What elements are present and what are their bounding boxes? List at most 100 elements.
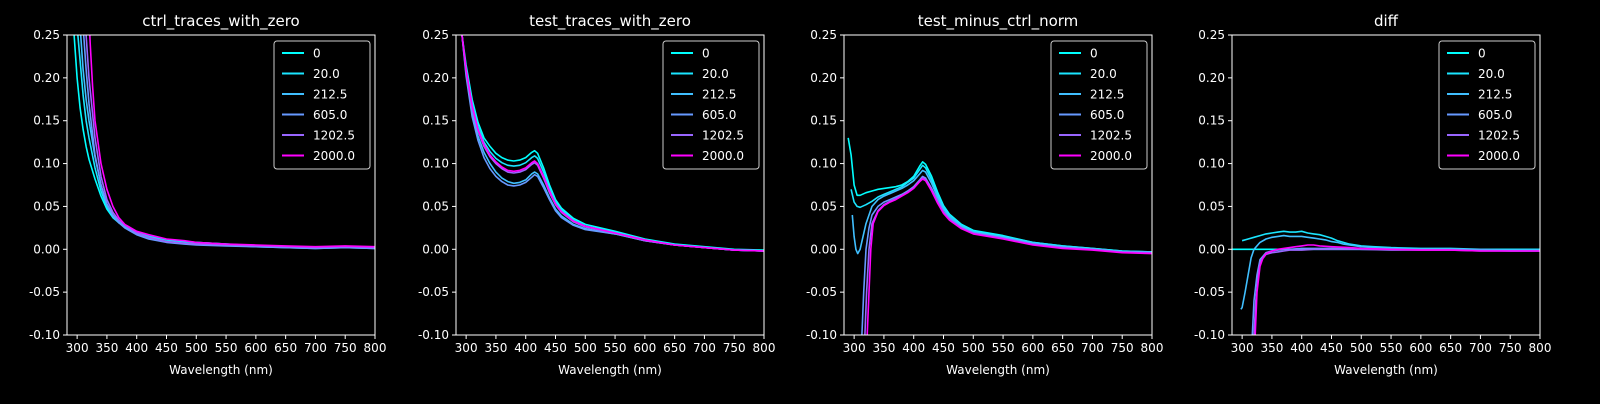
x-axis-label: Wavelength (nm) [1334, 363, 1438, 377]
x-tick-label: 750 [723, 341, 746, 355]
x-tick-label: 550 [992, 341, 1015, 355]
legend-label: 2000.0 [1478, 149, 1520, 163]
series-line-1202.5 [1253, 248, 1540, 335]
x-tick-label: 450 [155, 341, 178, 355]
x-tick-label: 800 [1141, 341, 1164, 355]
x-axis-label: Wavelength (nm) [558, 363, 662, 377]
legend: 0 20.0 212.5 605.0 1202.5 2000.0 [662, 40, 760, 170]
y-tick-label: -0.10 [29, 328, 60, 342]
legend-label: 212.5 [1090, 88, 1124, 102]
y-tick-label: -0.05 [1194, 285, 1225, 299]
y-tick-label: 0.05 [33, 199, 60, 213]
x-tick-label: 350 [872, 341, 895, 355]
legend: 0 20.0 212.5 605.0 1202.5 2000.0 [1438, 40, 1536, 170]
y-tick-label: 0.05 [1198, 199, 1225, 213]
legend: 0 20.0 212.5 605.0 1202.5 2000.0 [1050, 40, 1148, 170]
y-tick-label: 0.00 [33, 242, 60, 256]
legend-label: 2000.0 [1090, 149, 1132, 163]
x-tick-label: 700 [304, 341, 327, 355]
x-tick-label: 550 [604, 341, 627, 355]
x-tick-label: 500 [574, 341, 597, 355]
plot-frame [66, 34, 376, 336]
x-tick-label: 800 [1529, 341, 1552, 355]
y-tick-label: 0.00 [1198, 242, 1225, 256]
series-line-212.5 [851, 169, 1152, 255]
series-group [847, 137, 1152, 335]
x-tick-label: 600 [1409, 341, 1432, 355]
y-tick-label: 0.00 [810, 242, 837, 256]
x-tick-label: 350 [484, 341, 507, 355]
plot-frame [843, 34, 1153, 336]
y-tick-label: 0.10 [422, 157, 449, 171]
y-tick-label: 0.25 [33, 28, 60, 42]
x-tick-label: 400 [1290, 341, 1313, 355]
x-tick-label: 300 [1231, 341, 1254, 355]
y-tick-label: 0.25 [422, 28, 449, 42]
x-tick-label: 350 [95, 341, 118, 355]
y-tick-label: 0.20 [1198, 71, 1225, 85]
legend-label: 1202.5 [1090, 129, 1132, 143]
y-tick-label: -0.05 [806, 285, 837, 299]
legend-label: 212.5 [313, 88, 347, 102]
x-tick-label: 800 [364, 341, 387, 355]
legend: 0 20.0 212.5 605.0 1202.5 2000.0 [273, 40, 371, 170]
x-tick-label: 450 [544, 341, 567, 355]
x-axis-label: Wavelength (nm) [169, 363, 273, 377]
x-tick-label: 750 [1111, 341, 1134, 355]
chart-title: ctrl_traces_with_zero [142, 12, 299, 31]
y-tick-label: 0.05 [422, 199, 449, 213]
x-tick-label: 650 [1051, 341, 1074, 355]
x-tick-label: 500 [185, 341, 208, 355]
legend-label: 212.5 [702, 88, 736, 102]
x-tick-label: 300 [66, 341, 89, 355]
y-tick-label: 0.25 [810, 28, 837, 42]
y-tick-label: 0.15 [1198, 114, 1225, 128]
y-tick-label: 0.05 [810, 199, 837, 213]
y-tick-label: 0.20 [33, 71, 60, 85]
plot-frame [1231, 34, 1541, 336]
subplot-3: test_minus_ctrl_norm 300 350 400 450 500 550 60… [806, 12, 1164, 377]
series-line-20.0 [1241, 230, 1540, 251]
x-tick-label: 400 [902, 341, 925, 355]
legend-label: 1202.5 [313, 129, 355, 143]
legend-label: 20.0 [313, 67, 340, 81]
legend-label: 605.0 [313, 108, 347, 122]
legend-label: 0 [1090, 47, 1098, 61]
y-tick-label: 0.10 [1198, 157, 1225, 171]
y-tick-label: -0.05 [29, 285, 60, 299]
y-tick-label: 0.10 [810, 157, 837, 171]
x-tick-label: 750 [334, 341, 357, 355]
y-tick-label: 0.15 [422, 114, 449, 128]
y-tick-label: -0.10 [418, 328, 449, 342]
y-tick-label: 0.25 [1198, 28, 1225, 42]
series-line-605.0 [861, 175, 1152, 335]
x-tick-label: 350 [1260, 341, 1283, 355]
legend-label: 20.0 [702, 67, 729, 81]
legend-label: 605.0 [702, 108, 736, 122]
y-tick-label: 0.20 [810, 71, 837, 85]
legend-label: 20.0 [1090, 67, 1117, 81]
series-line-605.0 [82, 35, 375, 250]
x-tick-label: 300 [843, 341, 866, 355]
legend-label: 605.0 [1478, 108, 1512, 122]
x-tick-label: 500 [962, 341, 985, 355]
series-line-212.5 [1240, 234, 1540, 310]
y-tick-label: -0.05 [418, 285, 449, 299]
x-tick-label: 450 [932, 341, 955, 355]
x-tick-label: 700 [1469, 341, 1492, 355]
subplot-2: test_traces_with_zero 300 350 400 450 500 550 6… [418, 12, 776, 377]
x-tick-label: 700 [693, 341, 716, 355]
series-line-2000.0 [1254, 244, 1540, 335]
legend-label: 605.0 [1090, 108, 1124, 122]
x-tick-label: 450 [1320, 341, 1343, 355]
x-tick-label: 500 [1350, 341, 1373, 355]
x-tick-label: 600 [244, 341, 267, 355]
legend-label: 2000.0 [702, 149, 744, 163]
series-line-2000.0 [866, 178, 1152, 335]
series-line-1202.5 [85, 35, 375, 249]
x-tick-label: 550 [215, 341, 238, 355]
x-tick-label: 650 [1439, 341, 1462, 355]
series-group [461, 35, 764, 252]
